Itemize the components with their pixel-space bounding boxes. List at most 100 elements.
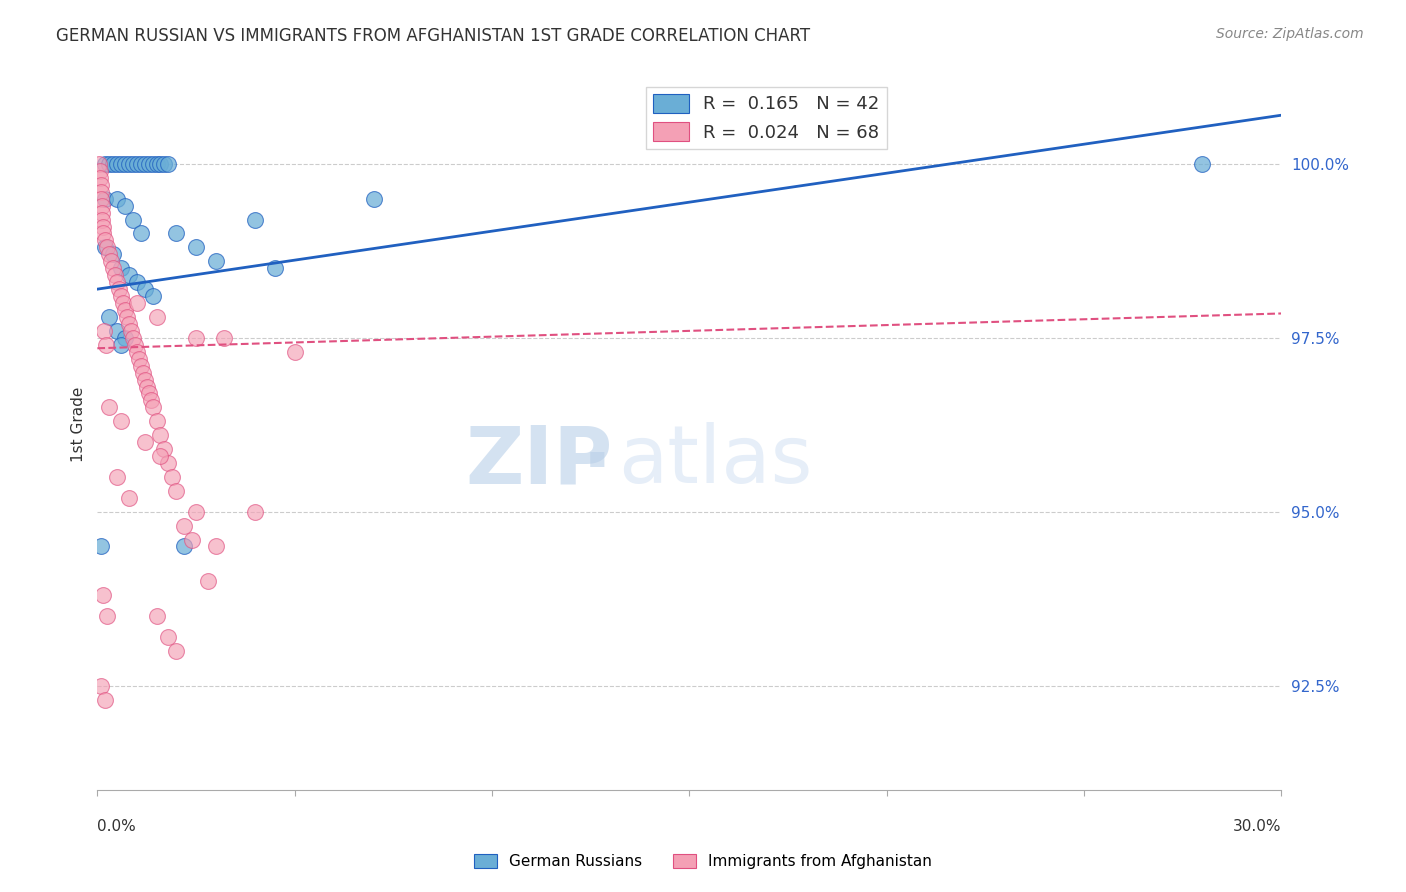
Point	[142, 401, 165, 415]
Point	[157, 157, 180, 171]
Point	[162, 470, 184, 484]
Point	[90, 679, 112, 693]
Point	[89, 170, 111, 185]
Point	[128, 351, 150, 366]
Point	[134, 282, 156, 296]
Point	[105, 470, 128, 484]
Point	[149, 157, 172, 171]
Point	[264, 261, 287, 276]
Point	[145, 414, 167, 428]
Point	[90, 192, 112, 206]
Point	[90, 199, 112, 213]
Point	[89, 164, 111, 178]
Point	[204, 540, 226, 554]
Point	[138, 386, 160, 401]
Point	[184, 505, 207, 519]
Point	[101, 261, 124, 276]
Point	[138, 157, 160, 171]
Point	[142, 289, 165, 303]
Point	[1191, 157, 1213, 171]
Point	[110, 338, 132, 352]
Point	[91, 212, 114, 227]
Point	[105, 157, 128, 171]
Point	[363, 192, 385, 206]
Point	[145, 310, 167, 324]
Point	[153, 157, 176, 171]
Point	[132, 366, 155, 380]
Text: ZIP: ZIP	[465, 422, 612, 500]
Point	[134, 157, 156, 171]
Point	[165, 483, 187, 498]
Point	[243, 505, 266, 519]
Point	[115, 310, 138, 324]
Point	[135, 379, 157, 393]
Point	[284, 344, 307, 359]
Point	[125, 157, 148, 171]
Point	[108, 282, 131, 296]
Point	[118, 491, 141, 505]
Point	[204, 254, 226, 268]
Point	[121, 157, 143, 171]
Point	[101, 157, 124, 171]
Point	[114, 199, 136, 213]
Point	[139, 393, 162, 408]
Point	[94, 692, 117, 706]
Point	[165, 644, 187, 658]
Point	[105, 324, 128, 338]
Point	[173, 518, 195, 533]
Point	[181, 533, 204, 547]
Point	[118, 157, 141, 171]
Point	[124, 338, 146, 352]
Point	[125, 344, 148, 359]
Legend: German Russians, Immigrants from Afghanistan: German Russians, Immigrants from Afghani…	[468, 848, 938, 875]
Point	[153, 442, 176, 456]
Text: atlas: atlas	[619, 422, 813, 500]
Point	[184, 240, 207, 254]
Point	[91, 205, 114, 219]
Point	[121, 212, 143, 227]
Point	[145, 609, 167, 624]
Point	[105, 192, 128, 206]
Point	[101, 247, 124, 261]
Point	[105, 275, 128, 289]
Point	[197, 574, 219, 589]
Point	[145, 157, 167, 171]
Point	[114, 331, 136, 345]
Text: Source: ZipAtlas.com: Source: ZipAtlas.com	[1216, 27, 1364, 41]
Point	[98, 157, 121, 171]
Text: ·: ·	[582, 426, 612, 504]
Point	[149, 428, 172, 442]
Point	[142, 157, 165, 171]
Point	[89, 157, 111, 171]
Point	[157, 630, 180, 644]
Point	[111, 296, 134, 310]
Point	[93, 324, 115, 338]
Text: 30.0%: 30.0%	[1233, 819, 1281, 834]
Point	[129, 227, 152, 241]
Point	[243, 212, 266, 227]
Point	[96, 240, 118, 254]
Point	[149, 449, 172, 463]
Point	[212, 331, 235, 345]
Point	[90, 540, 112, 554]
Point	[104, 268, 127, 283]
Point	[121, 331, 143, 345]
Point	[96, 609, 118, 624]
Y-axis label: 1st Grade: 1st Grade	[72, 387, 86, 462]
Text: GERMAN RUSSIAN VS IMMIGRANTS FROM AFGHANISTAN 1ST GRADE CORRELATION CHART: GERMAN RUSSIAN VS IMMIGRANTS FROM AFGHAN…	[56, 27, 810, 45]
Point	[129, 359, 152, 373]
Point	[157, 456, 180, 470]
Point	[129, 157, 152, 171]
Point	[90, 185, 112, 199]
Point	[94, 338, 117, 352]
Point	[114, 303, 136, 318]
Point	[94, 234, 117, 248]
Point	[114, 157, 136, 171]
Point	[91, 219, 114, 234]
Point	[91, 588, 114, 602]
Point	[94, 157, 117, 171]
Point	[120, 324, 142, 338]
Point	[110, 157, 132, 171]
Text: 0.0%: 0.0%	[97, 819, 136, 834]
Point	[118, 317, 141, 331]
